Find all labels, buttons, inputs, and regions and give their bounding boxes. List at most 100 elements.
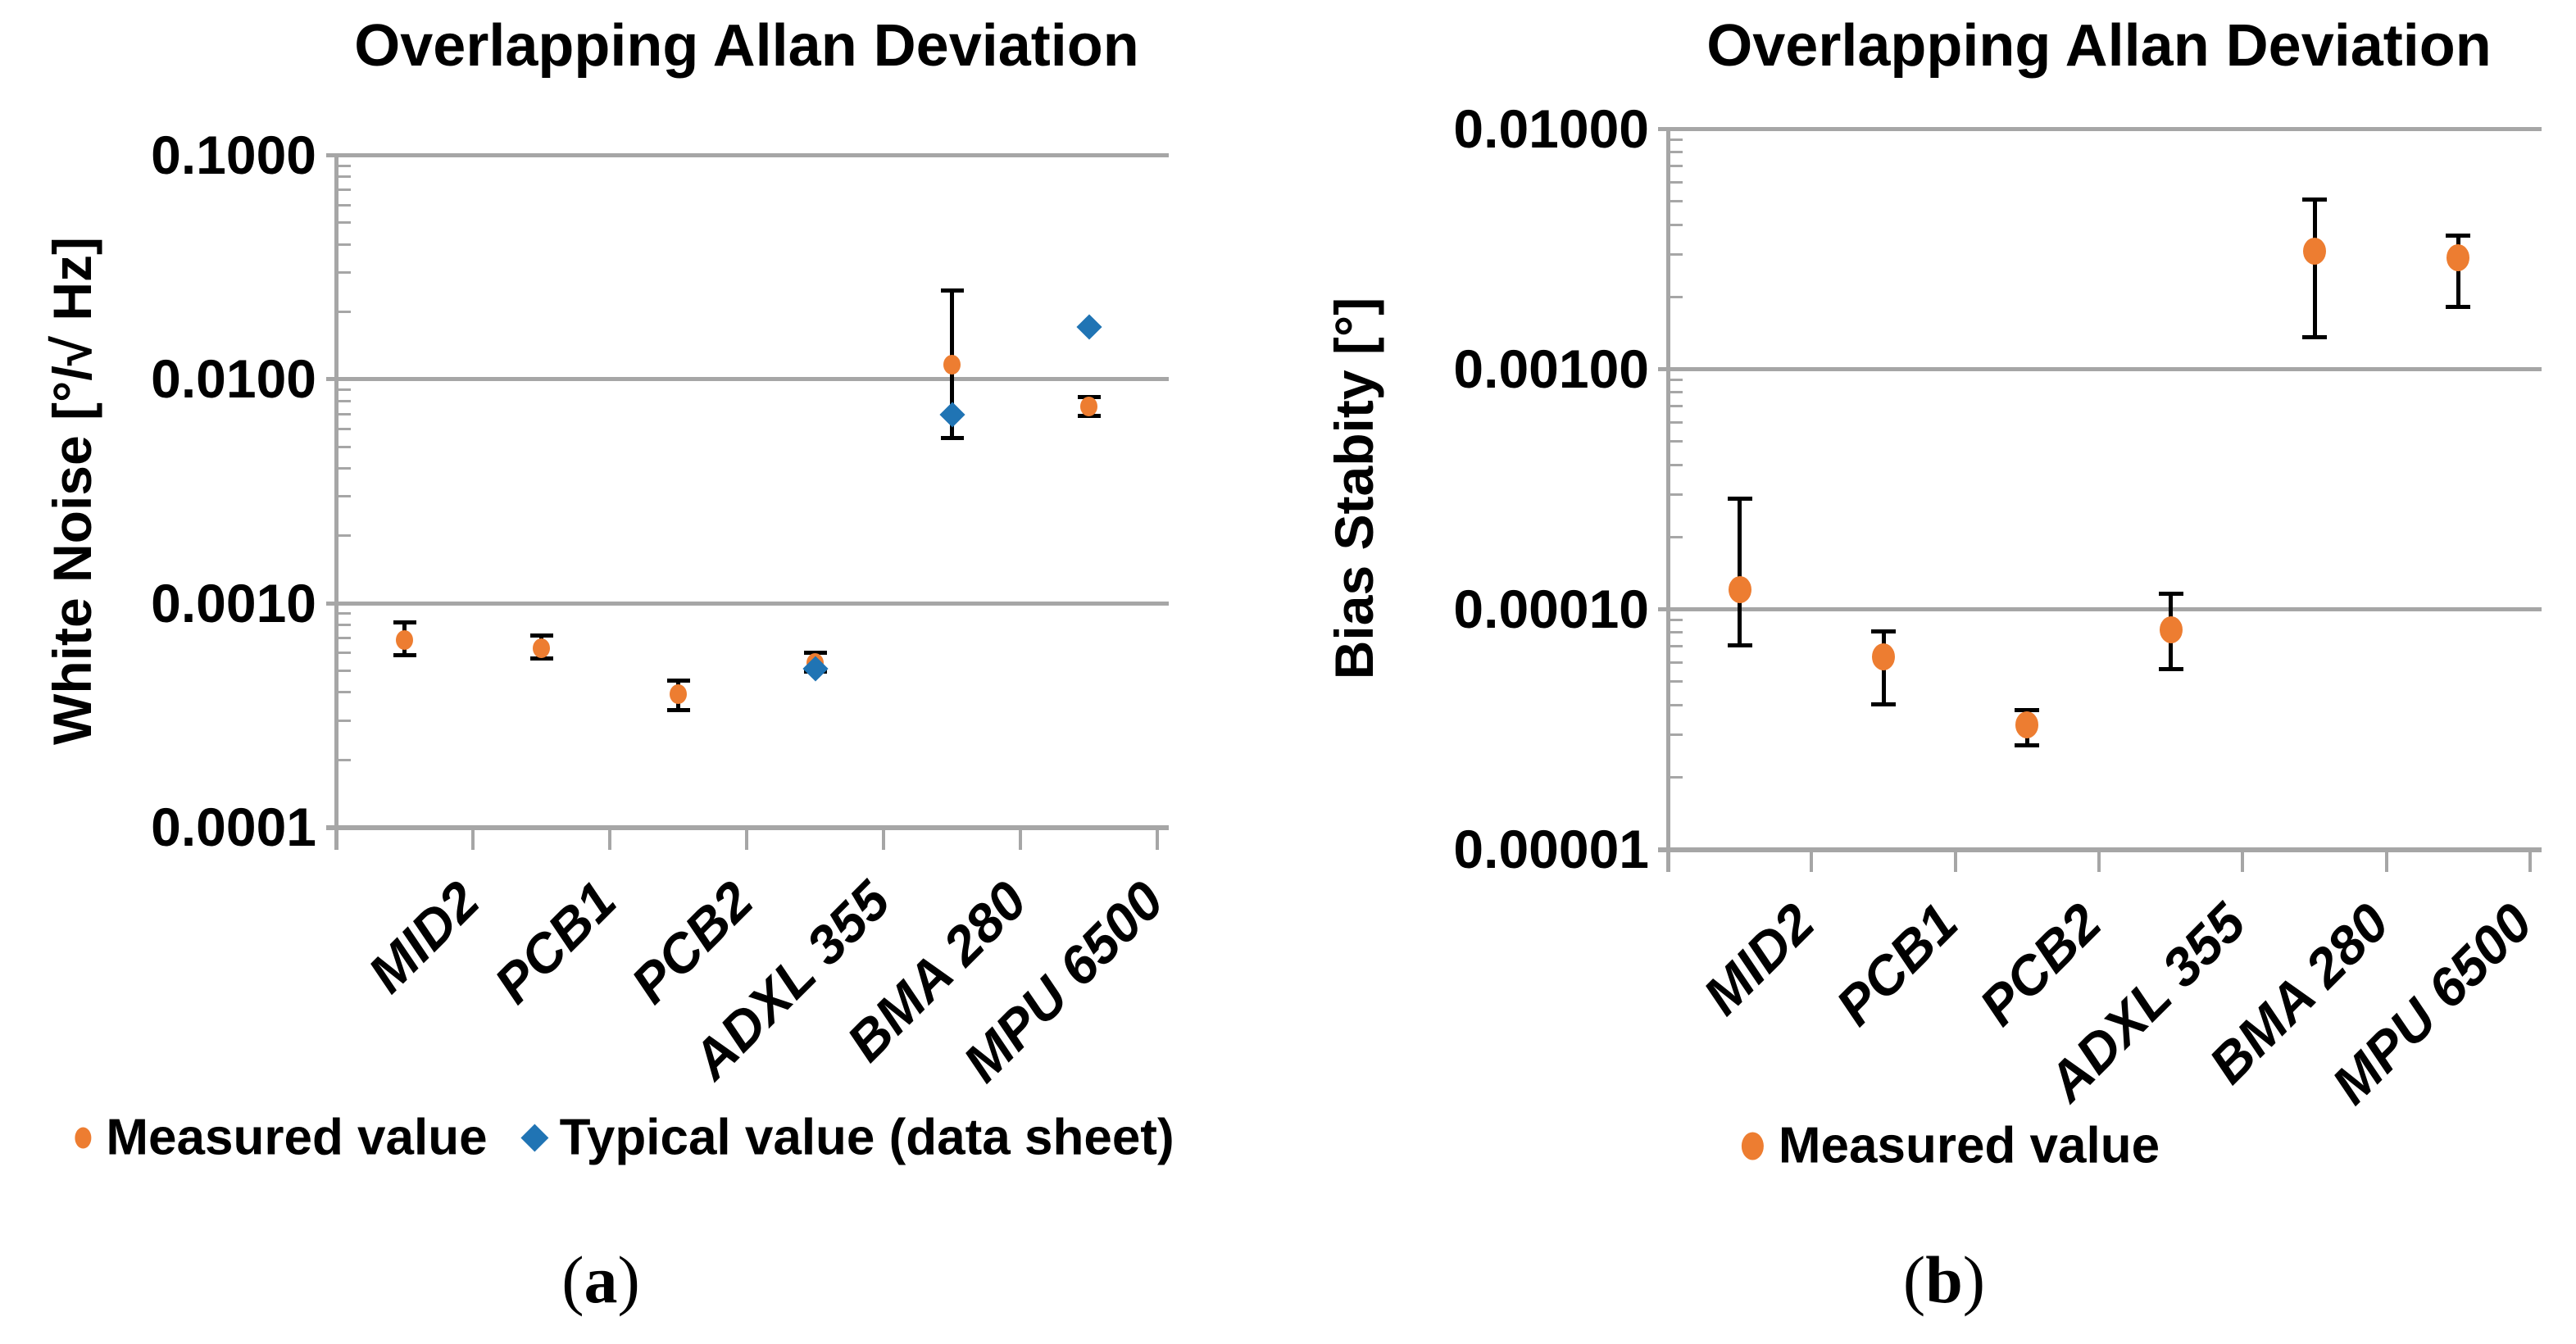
x-tick [2097,851,2101,872]
x-tick [471,829,475,850]
x-tick [2528,851,2532,872]
x-tick [1953,851,1957,872]
y-tick-label: 0.00001 [1453,819,1649,879]
y-minor-tick [1670,253,1683,257]
y-minor-tick [1670,138,1683,142]
error-bar-cap [2302,197,2327,202]
error-bar-cap [666,679,690,683]
error-bar-cap [1727,643,1752,648]
x-tick [1156,829,1159,850]
y-minor-tick [338,495,351,498]
chart-a-legend: Measured value Typical value (data sheet… [75,1109,1174,1167]
category-label-text: MID2 [1691,892,1826,1026]
error-bar-cap [2446,305,2471,310]
y-minor-tick [1670,619,1683,622]
data-point-measured [396,630,413,651]
error-bar-cap [1871,629,1896,633]
y-tick-label: 0.0001 [151,797,316,857]
measured-value-marker-icon [1741,1132,1764,1160]
y-minor-tick [338,388,351,391]
y-minor-tick [1670,151,1683,154]
y-minor-tick [338,427,351,430]
error-bar-cap [393,620,416,625]
y-tick-label: 0.1000 [151,125,316,185]
y-minor-tick [1670,775,1683,779]
legend-item-typical: Typical value (data sheet) [520,1109,1174,1167]
x-tick [882,829,885,850]
y-minor-tick [338,652,351,655]
chart-a-title: Overlapping Allan Deviation [354,13,1139,79]
y-minor-tick [1670,391,1683,394]
subfigure-b-caption: (b) [1903,1239,1985,1321]
gridline [1658,127,2542,131]
y-tick-label: 0.01000 [1453,98,1649,159]
error-bar-cap [666,708,690,713]
y-minor-tick [338,399,351,402]
y-minor-tick [338,624,351,627]
y-minor-tick [1670,535,1683,538]
error-bar-cap [2302,334,2327,339]
y-minor-tick [1670,200,1683,203]
y-minor-tick [338,188,351,192]
error-bar-cap [393,653,416,658]
error-bar-line [2312,198,2317,338]
data-point-measured [1080,397,1097,417]
y-minor-tick [338,612,351,615]
y-minor-tick [338,221,351,225]
y-tick-label: 0.00010 [1453,579,1649,639]
caption-letter: a [584,1242,618,1317]
y-minor-tick [338,412,351,415]
y-minor-tick [1670,661,1683,664]
error-bar-cap [529,633,553,638]
gridline [326,825,1169,830]
caption-letter: b [1925,1242,1963,1317]
error-bar-line [2456,235,2460,308]
chart-b-title: Overlapping Allan Deviation [1706,13,2492,79]
y-minor-tick [338,691,351,694]
x-tick [745,829,748,850]
y-minor-tick [1670,493,1683,497]
data-point-measured [2159,615,2183,643]
y-minor-tick [338,719,351,722]
y-tick-label: 0.0100 [151,348,316,410]
y-axis-line [1666,127,1670,872]
error-bar-cap [1871,702,1896,706]
measured-value-marker-icon [75,1127,92,1148]
x-tick [2241,851,2245,872]
y-minor-tick [1670,440,1683,443]
error-bar-cap [2158,592,2183,597]
error-bar-cap [940,288,964,293]
y-minor-tick [1670,733,1683,737]
data-point-measured [2303,237,2326,265]
data-point-measured [2015,711,2039,738]
y-tick-label: 0.00100 [1453,338,1649,399]
legend-item-measured: Measured value [75,1109,488,1167]
y-minor-tick [338,175,351,179]
x-tick [1666,851,1670,872]
error-bar-cap [529,656,553,661]
gridline [1658,367,2542,371]
y-minor-tick [338,243,351,246]
error-bar-cap [2158,666,2183,671]
y-minor-tick [338,164,351,167]
x-tick [334,829,338,850]
error-bar-line [1738,497,1742,647]
y-minor-tick [1670,295,1683,298]
y-minor-tick [338,669,351,672]
y-minor-tick [338,534,351,538]
chart-b-legend: Measured value [1741,1117,2160,1175]
y-minor-tick [1670,181,1683,184]
gridline [326,601,1169,606]
typical-value-marker-icon [520,1124,549,1151]
data-point-measured [943,354,961,375]
y-minor-tick [338,467,351,470]
legend-label-measured: Measured value [1778,1117,2160,1174]
legend-item-measured: Measured value [1741,1117,2160,1175]
gridline [326,377,1169,382]
y-axis-line [334,153,338,850]
y-minor-tick [1670,405,1683,408]
y-minor-tick [1670,703,1683,706]
error-bar-cap [2446,234,2471,238]
y-minor-tick [1670,645,1683,648]
